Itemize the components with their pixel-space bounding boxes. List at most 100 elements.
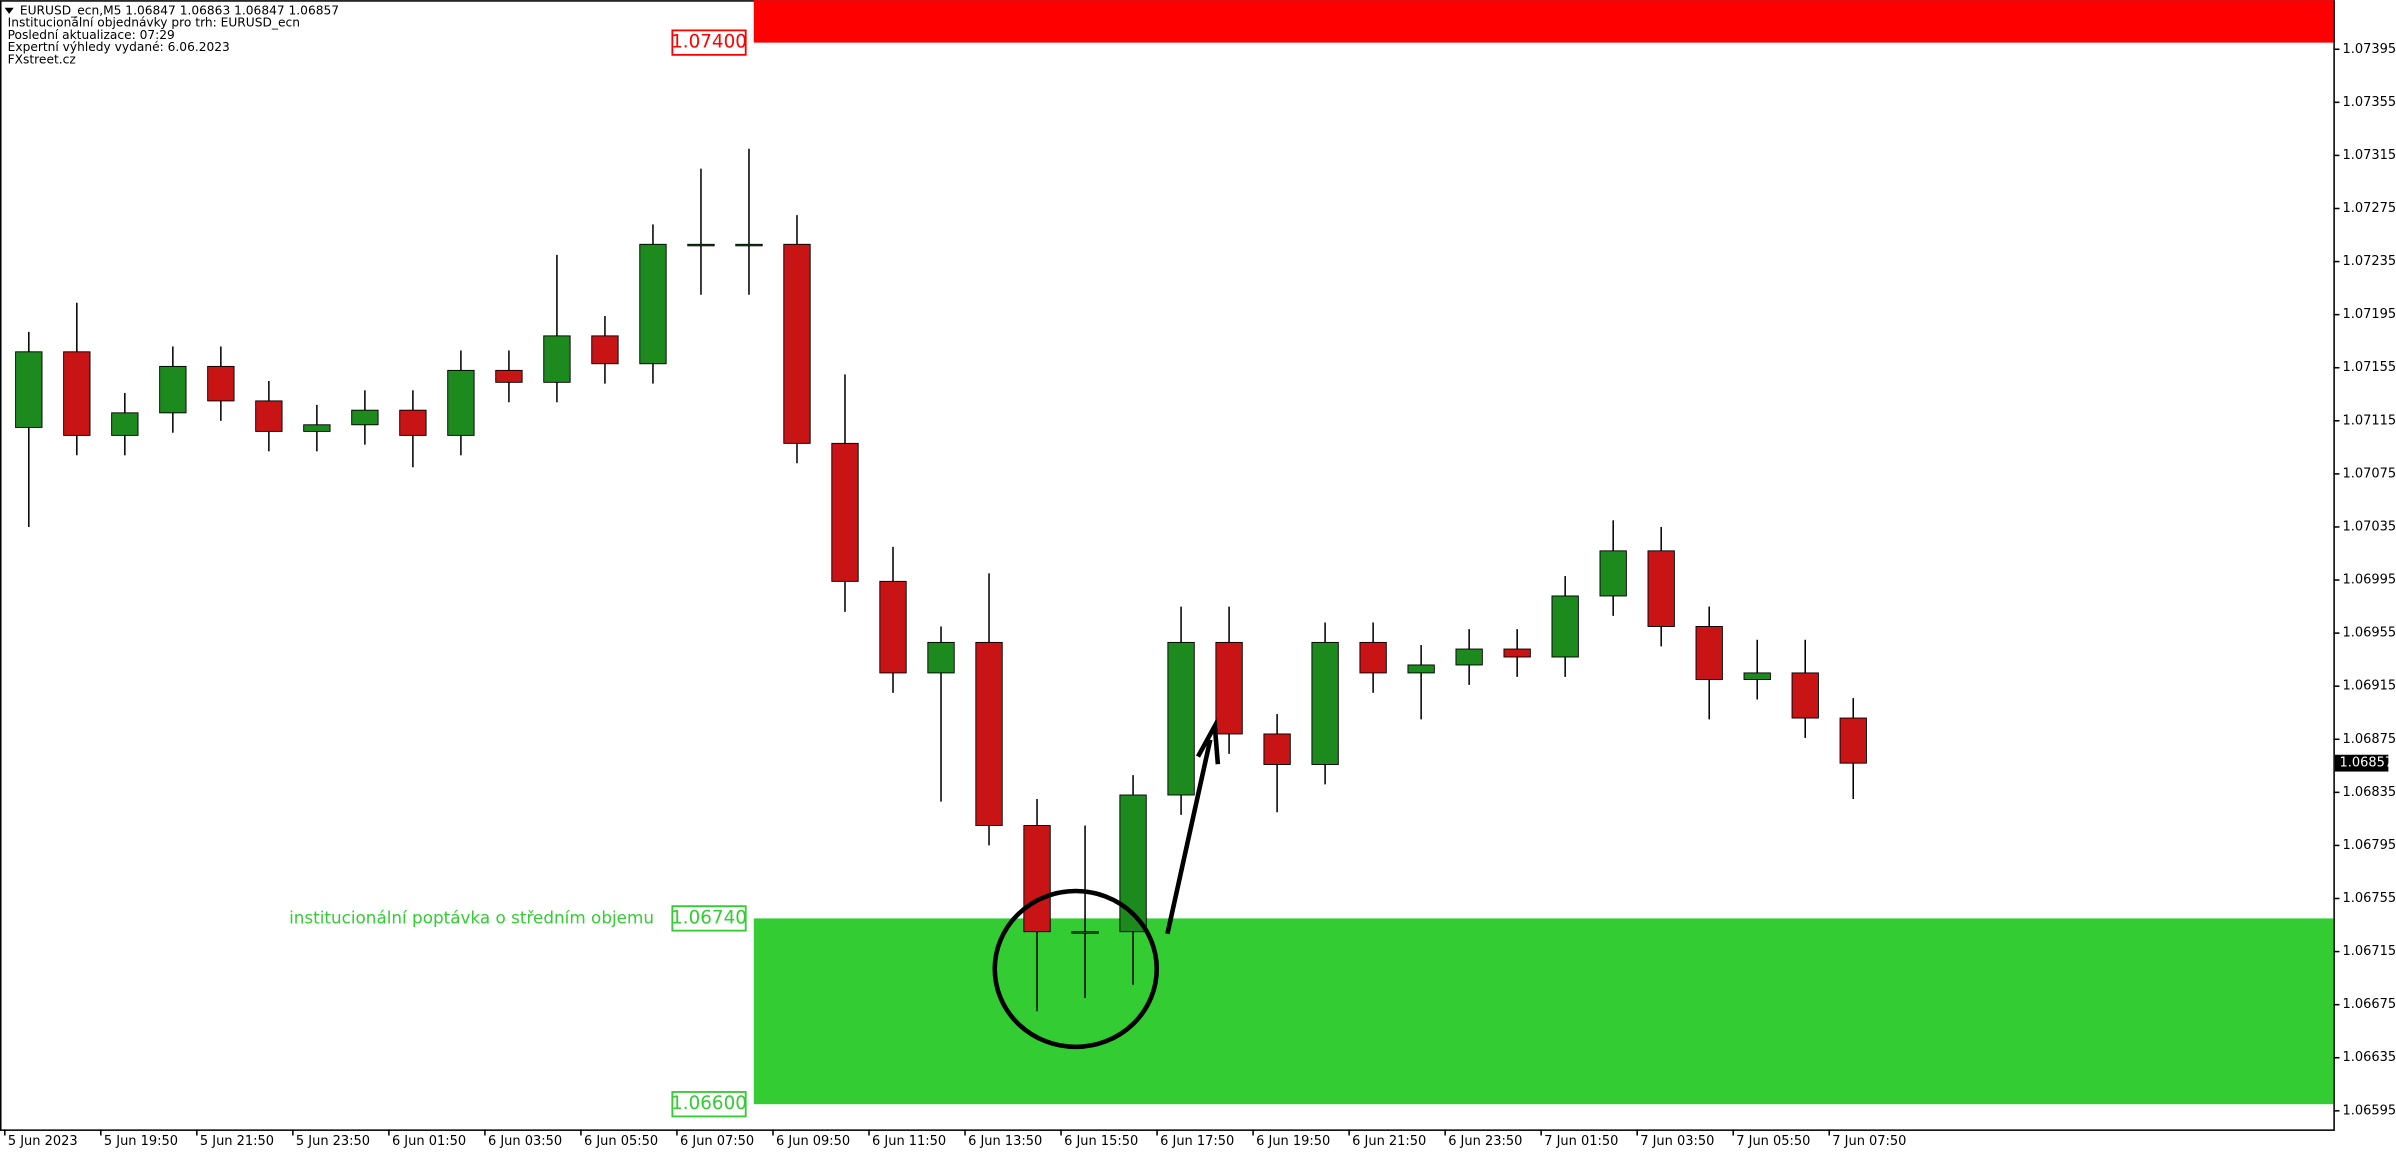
x-tick-label: 7 Jun 01:50: [1544, 1134, 1618, 1149]
x-tick-label: 5 Jun 23:50: [296, 1134, 370, 1149]
candle-body: [111, 412, 139, 436]
candle-body: [159, 365, 187, 414]
arrow-head: [1195, 718, 1221, 765]
axes: 1.07395 1.07355 1.07315 1.07275 1.07235 1.071…: [4, 42, 2396, 1149]
y-tick-label: 1.06995: [2343, 573, 2396, 588]
x-tick-label: 6 Jun 09:50: [776, 1134, 850, 1149]
y-tick-label: 1.07155: [2343, 360, 2396, 375]
candle-body: [207, 365, 235, 402]
candle-body: [1359, 641, 1387, 674]
candle-body: [1215, 641, 1243, 735]
candle-body: [639, 243, 667, 365]
y-tick-label: 1.07035: [2343, 519, 2396, 534]
candle-body: [1167, 641, 1195, 796]
zone-label-box: [671, 905, 747, 932]
candle-body: [15, 351, 43, 428]
x-tick-label: 6 Jun 17:50: [1160, 1134, 1234, 1149]
candle-body: [879, 580, 907, 674]
candle-body: [1503, 648, 1531, 658]
candle-body: [927, 641, 955, 674]
x-tick-label: 6 Jun 03:50: [488, 1134, 562, 1149]
candle-body: [783, 243, 811, 444]
arrow-shaft: [1165, 739, 1213, 935]
y-tick-label: 1.06795: [2343, 838, 2396, 853]
zone: [753, 0, 2334, 43]
x-tick-label: 6 Jun 05:50: [584, 1134, 658, 1149]
y-tick-label: 1.07275: [2343, 201, 2396, 216]
candle-body: [1791, 672, 1819, 719]
info-line: Expertní výhledy vydané: 6.06.2023: [8, 40, 230, 54]
y-tick-label: 1.07115: [2343, 413, 2396, 428]
info-line: FXstreet.cz: [8, 52, 76, 66]
zone-text: institucionální poptávka o středním obje…: [289, 907, 654, 927]
candle-body: [1743, 672, 1771, 681]
candle-body: [1263, 733, 1291, 765]
info-line: Poslední aktualizace: 07:29: [8, 28, 175, 42]
info-line: EURUSD_ecn,M5 1.06847 1.06863 1.06847 1.…: [20, 3, 339, 17]
y-tick-label: 1.07355: [2343, 95, 2396, 110]
candle-body: [1839, 717, 1867, 764]
candle-body: [351, 409, 379, 426]
y-tick-label: 1.07395: [2343, 42, 2396, 57]
x-tick-label: 6 Jun 21:50: [1352, 1134, 1426, 1149]
y-tick-label: 1.07195: [2343, 307, 2396, 322]
candle-body: [1407, 664, 1435, 674]
candle-body: [831, 442, 859, 582]
y-tick-label: 1.06755: [2343, 891, 2396, 906]
candle-body: [1311, 641, 1339, 765]
zone-label: 1.07400: [671, 32, 747, 53]
y-tick-label: 1.06875: [2343, 732, 2396, 747]
x-tick-label: 5 Jun 19:50: [104, 1134, 178, 1149]
candle-body: [975, 641, 1003, 826]
candle-body: [1023, 825, 1051, 933]
x-tick-label: 6 Jun 15:50: [1064, 1134, 1138, 1149]
candle-body: [735, 243, 763, 247]
candle-body: [303, 424, 331, 432]
y-tick-label: 1.07075: [2343, 466, 2396, 481]
zone-label-box: [671, 1091, 747, 1118]
candle-body: [543, 335, 571, 383]
zone-label-box: [671, 29, 747, 56]
y-tick-label: 1.06715: [2343, 944, 2396, 959]
x-tick-label: 6 Jun 11:50: [872, 1134, 946, 1149]
y-tick-label: 1.06955: [2343, 626, 2396, 641]
candle-body: [1071, 931, 1099, 934]
y-tick-label: 1.07235: [2343, 254, 2396, 269]
x-tick-label: 5 Jun 21:50: [200, 1134, 274, 1149]
zone-label: 1.06740: [671, 907, 747, 928]
candle-body: [63, 351, 91, 436]
x-tick-label: 7 Jun 03:50: [1640, 1134, 1714, 1149]
candle-body: [1599, 550, 1627, 597]
candle-body: [399, 409, 427, 436]
x-tick-label: 6 Jun 07:50: [680, 1134, 754, 1149]
last-price-box: [2334, 754, 2389, 772]
last-price-label: 1.06857: [2339, 756, 2393, 771]
y-tick-label: 1.06635: [2343, 1050, 2396, 1065]
zone-label: 1.06600: [671, 1093, 747, 1114]
candle-body: [687, 243, 715, 247]
x-tick-label: 6 Jun 19:50: [1256, 1134, 1330, 1149]
candle-body: [495, 369, 523, 383]
x-tick-label: 6 Jun 23:50: [1448, 1134, 1522, 1149]
x-tick-label: 7 Jun 05:50: [1736, 1134, 1810, 1149]
info-line: Institucionální objednávky pro trh: EURU…: [8, 16, 300, 30]
highlight-circle: [992, 888, 1160, 1050]
zones: 1.07400 1.06740 1.06600 institucionální pop…: [289, 0, 2334, 1118]
y-tick-label: 1.07315: [2343, 148, 2396, 163]
candle-body: [1695, 626, 1723, 681]
candle-body: [1647, 550, 1675, 627]
candle-body: [1551, 595, 1579, 658]
candle-body: [255, 400, 283, 432]
x-tick-label: 5 Jun 2023: [8, 1134, 78, 1149]
x-tick-label: 6 Jun 01:50: [392, 1134, 466, 1149]
x-tick-label: 6 Jun 13:50: [968, 1134, 1042, 1149]
y-tick-label: 1.06915: [2343, 679, 2396, 694]
candle-body: [591, 335, 619, 365]
x-tick-label: 7 Jun 07:50: [1832, 1134, 1906, 1149]
y-tick-label: 1.06835: [2343, 785, 2396, 800]
collapse-icon[interactable]: [4, 7, 14, 14]
y-tick-label: 1.06675: [2343, 997, 2396, 1012]
info-panel: EURUSD_ecn,M5 1.06847 1.06863 1.06847 1.…: [8, 3, 339, 66]
